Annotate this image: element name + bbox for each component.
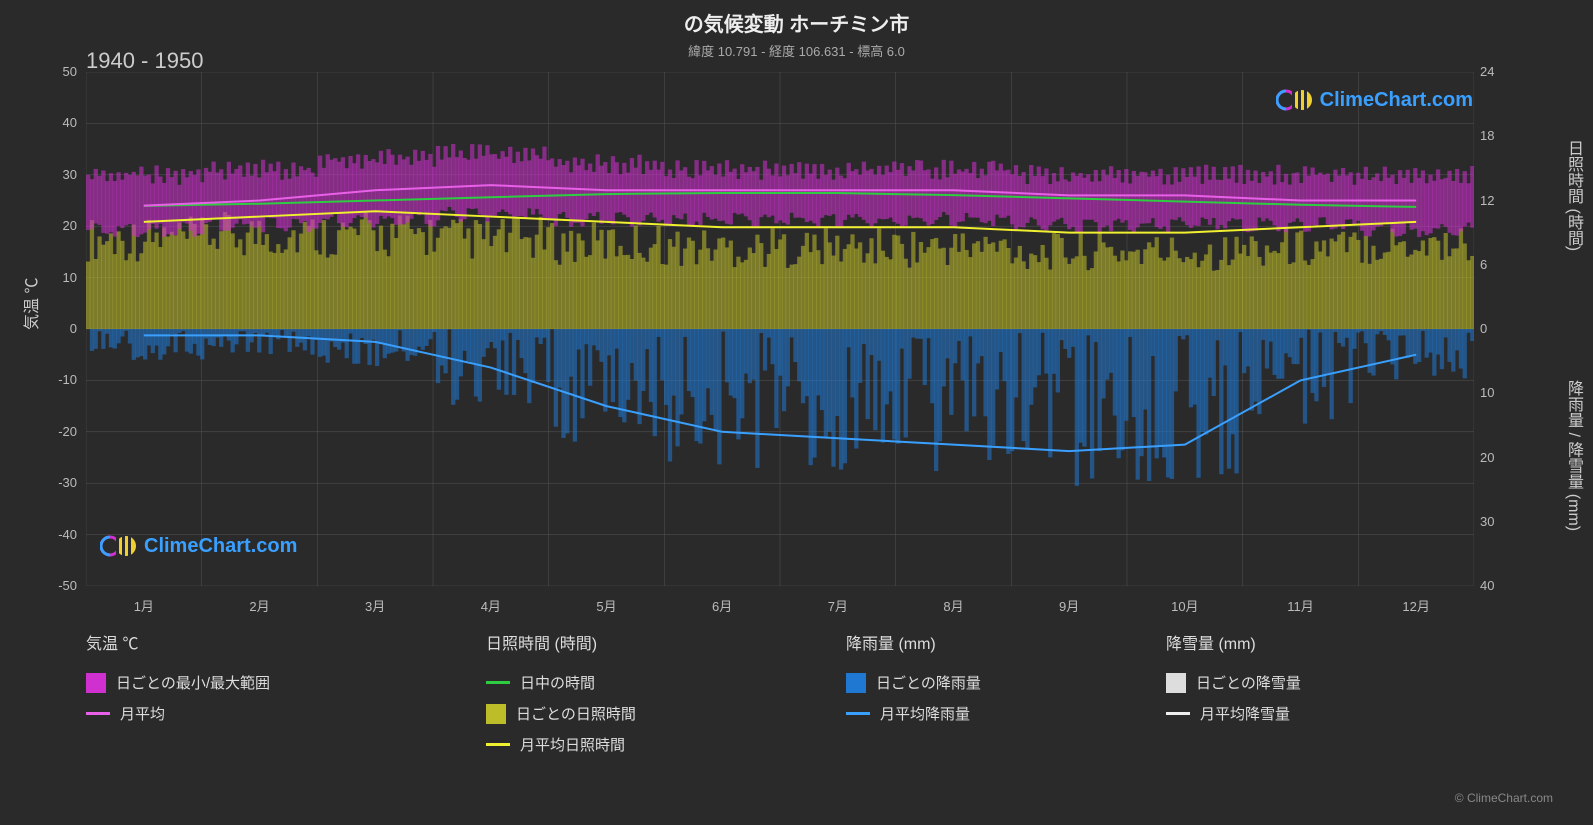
line-icon [486, 743, 510, 746]
chart-legend: 気温 ℃ 日ごとの最小/最大範囲月平均 日照時間 (時間) 日中の時間日ごとの日… [86, 630, 1474, 765]
month-tick: 6月 [702, 596, 742, 615]
right-tick: 30 [1480, 514, 1494, 529]
climechart-logo-icon [1276, 86, 1314, 114]
month-tick: 4月 [471, 596, 511, 615]
line-icon [486, 681, 510, 684]
watermark-top-right: ClimeChart.com [1276, 86, 1473, 114]
left-tick: -20 [47, 424, 77, 439]
left-tick: -30 [47, 475, 77, 490]
legend-items: 日ごとの最小/最大範囲月平均 [86, 672, 446, 734]
swatch-icon [86, 673, 106, 693]
legend-item: 月平均降雪量 [1166, 703, 1446, 724]
line-icon [86, 712, 110, 715]
left-tick: 10 [47, 270, 77, 285]
month-tick: 1月 [124, 596, 164, 615]
right-tick: 20 [1480, 450, 1494, 465]
left-tick: 0 [47, 321, 77, 336]
right-tick: 18 [1480, 128, 1494, 143]
legend-item: 月平均降雨量 [846, 703, 1126, 724]
chart-subtitle: 緯度 10.791 - 経度 106.631 - 標高 6.0 [0, 41, 1593, 60]
left-tick: 50 [47, 64, 77, 79]
legend-items: 日ごとの降雪量月平均降雪量 [1166, 672, 1446, 734]
legend-label: 月平均 [120, 703, 165, 724]
legend-label: 日ごとの降雨量 [876, 672, 981, 693]
legend-col-temp: 気温 ℃ 日ごとの最小/最大範囲月平均 [86, 630, 446, 765]
chart-title: の気候変動 ホーチミン市 [0, 8, 1593, 37]
legend-header: 気温 ℃ [86, 630, 446, 654]
right-tick: 24 [1480, 64, 1494, 79]
month-tick: 11月 [1281, 596, 1321, 615]
right-tick: 0 [1480, 321, 1487, 336]
right-tick: 12 [1480, 193, 1494, 208]
legend-label: 月平均日照時間 [520, 734, 625, 755]
left-tick: -50 [47, 578, 77, 593]
legend-col-sun: 日照時間 (時間) 日中の時間日ごとの日照時間月平均日照時間 [486, 630, 806, 765]
left-tick: -10 [47, 372, 77, 387]
swatch-icon [1166, 673, 1186, 693]
chart-header: の気候変動 ホーチミン市 緯度 10.791 - 経度 106.631 - 標高… [0, 0, 1593, 60]
legend-col-rain: 降雨量 (mm) 日ごとの降雨量月平均降雨量 [846, 630, 1126, 765]
legend-item: 日ごとの降雨量 [846, 672, 1126, 693]
month-tick: 3月 [355, 596, 395, 615]
left-tick: 40 [47, 115, 77, 130]
right-tick: 10 [1480, 385, 1494, 400]
watermark-text: ClimeChart.com [144, 535, 297, 558]
swatch-icon [846, 673, 866, 693]
left-tick: 20 [47, 218, 77, 233]
legend-label: 日中の時間 [520, 672, 595, 693]
chart-plot-area [86, 72, 1474, 586]
climechart-logo-icon [100, 532, 138, 560]
legend-label: 日ごとの最小/最大範囲 [116, 672, 270, 693]
y-axis-right-bottom-label: 降雨量 / 降雪量 (mm) [1561, 380, 1585, 531]
legend-header: 降雨量 (mm) [846, 630, 1126, 654]
legend-label: 日ごとの降雪量 [1196, 672, 1301, 693]
legend-item: 日ごとの日照時間 [486, 703, 806, 724]
legend-header: 降雪量 (mm) [1166, 630, 1446, 654]
legend-item: 月平均日照時間 [486, 734, 806, 755]
right-tick: 6 [1480, 257, 1487, 272]
legend-items: 日ごとの降雨量月平均降雨量 [846, 672, 1126, 734]
left-tick: 30 [47, 167, 77, 182]
legend-item: 月平均 [86, 703, 446, 724]
legend-item: 日中の時間 [486, 672, 806, 693]
footer-credit: © ClimeChart.com [1455, 791, 1553, 805]
swatch-icon [486, 704, 506, 724]
legend-col-snow: 降雪量 (mm) 日ごとの降雪量月平均降雪量 [1166, 630, 1446, 765]
legend-label: 月平均降雨量 [880, 703, 970, 724]
line-icon [1166, 712, 1190, 715]
month-tick: 2月 [240, 596, 280, 615]
month-tick: 12月 [1396, 596, 1436, 615]
legend-label: 月平均降雪量 [1200, 703, 1290, 724]
month-tick: 7月 [818, 596, 858, 615]
legend-item: 日ごとの最小/最大範囲 [86, 672, 446, 693]
left-tick: -40 [47, 527, 77, 542]
right-tick: 40 [1480, 578, 1494, 593]
line-icon [846, 712, 870, 715]
y-axis-left-label: 気温 ℃ [18, 278, 42, 330]
watermark-bottom-left: ClimeChart.com [100, 532, 297, 560]
legend-label: 日ごとの日照時間 [516, 703, 636, 724]
legend-items: 日中の時間日ごとの日照時間月平均日照時間 [486, 672, 806, 765]
watermark-text: ClimeChart.com [1320, 89, 1473, 112]
month-tick: 9月 [1049, 596, 1089, 615]
legend-item: 日ごとの降雪量 [1166, 672, 1446, 693]
y-axis-right-top-label: 日照時間 (時間) [1561, 140, 1585, 251]
month-tick: 5月 [587, 596, 627, 615]
legend-header: 日照時間 (時間) [486, 630, 806, 654]
period-label: 1940 - 1950 [86, 48, 203, 74]
chart-svg [86, 72, 1474, 586]
month-tick: 8月 [934, 596, 974, 615]
month-tick: 10月 [1165, 596, 1205, 615]
